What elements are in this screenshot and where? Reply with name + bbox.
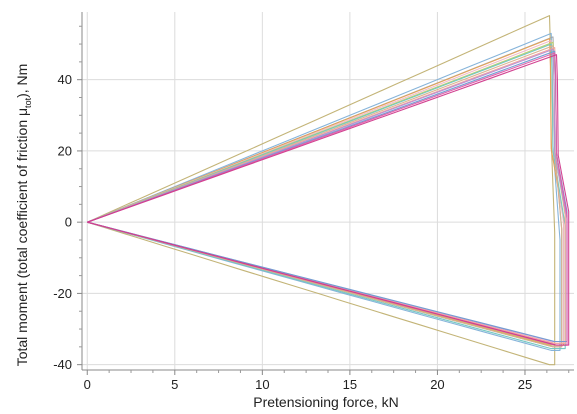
y-axis-label-subscript: tot — [23, 97, 33, 108]
series-line-4 — [87, 39, 563, 345]
series-line-3 — [87, 37, 561, 347]
ticks: 0 5 10 15 20 25 -40 -20 0 20 40 — [53, 26, 569, 392]
y-tick-label: 40 — [58, 72, 72, 87]
y-tick-label: -40 — [53, 357, 72, 372]
series-line-13 — [87, 55, 568, 345]
x-axis-label: Pretensioning force, kN — [253, 394, 399, 410]
y-tick-label: 20 — [58, 143, 72, 158]
x-tick-label: 20 — [430, 377, 444, 392]
x-tick-label: 25 — [518, 377, 532, 392]
x-tick-label: 0 — [84, 377, 91, 392]
series-line-5 — [87, 41, 563, 344]
y-tick-label: 0 — [65, 215, 72, 230]
series-line-2 — [87, 33, 560, 350]
x-tick-label: 15 — [343, 377, 357, 392]
x-tick-label: 10 — [255, 377, 269, 392]
y-tick-label: -20 — [53, 286, 72, 301]
x-tick-label: 5 — [171, 377, 178, 392]
y-axis-label-unit: ), Nm — [14, 64, 30, 98]
series-line-1 — [87, 16, 554, 365]
y-axis-label-main: Total moment (total coefficient of frict… — [14, 108, 30, 366]
series-line-12 — [87, 53, 567, 345]
series-layer — [87, 16, 568, 365]
y-axis-label: Total moment (total coefficient of frict… — [14, 64, 33, 367]
